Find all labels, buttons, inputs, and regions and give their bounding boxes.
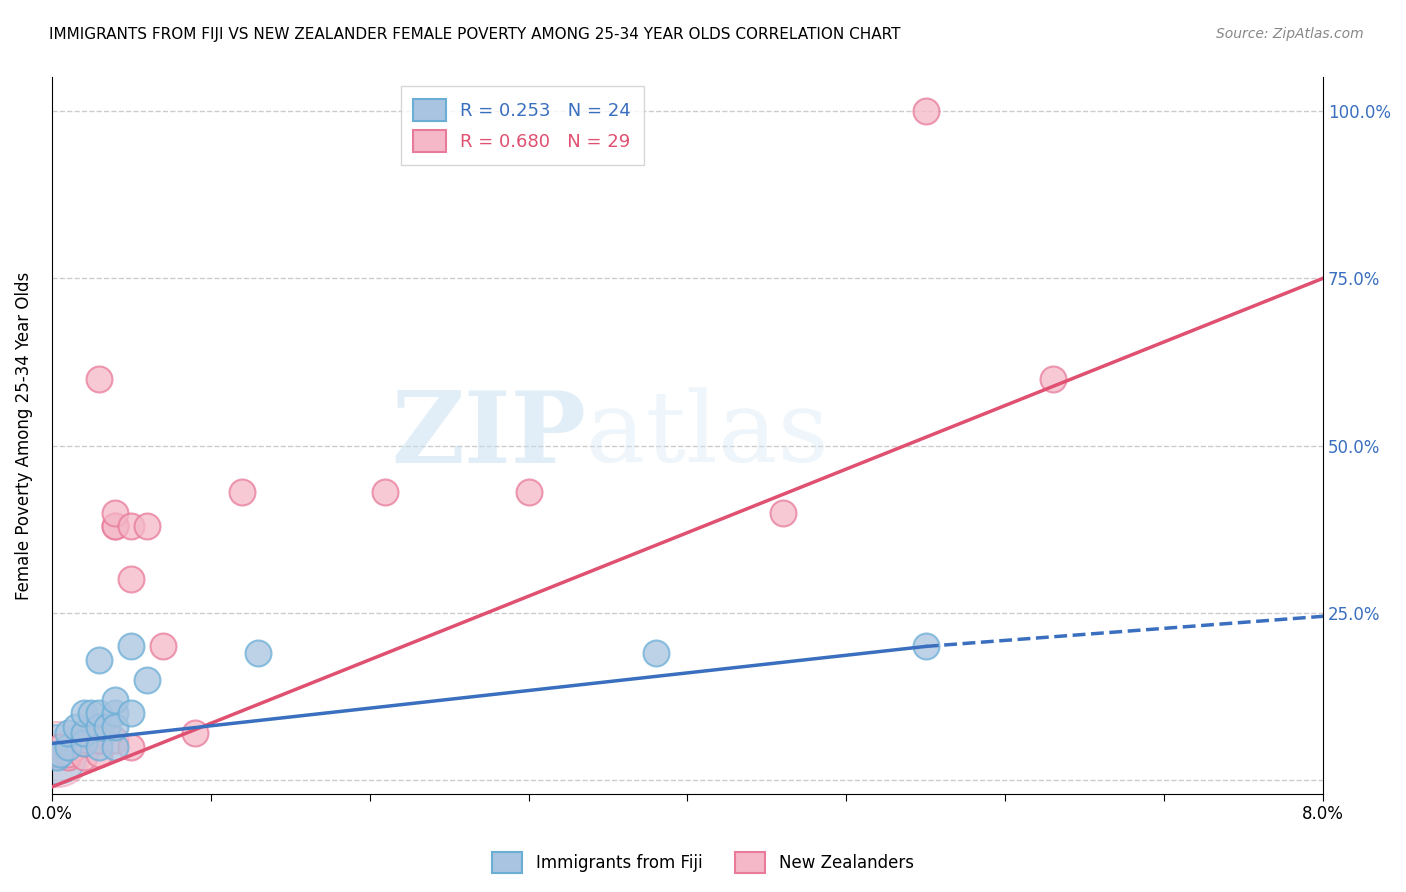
Text: ZIP: ZIP (391, 387, 586, 484)
Point (96, 720, 118, 734)
Point (120, 519, 142, 533)
Legend: R = 0.253   N = 24, R = 0.680   N = 29: R = 0.253 N = 24, R = 0.680 N = 29 (401, 87, 644, 165)
Point (89, 733, 111, 747)
Point (65, 720, 87, 734)
Point (72, 733, 94, 747)
Point (104, 693, 127, 707)
Point (72, 749, 94, 764)
Point (45, 749, 67, 764)
Point (48, 747, 70, 761)
Point (914, 103, 936, 118)
Y-axis label: Female Poverty Among 25-34 Year Olds: Female Poverty Among 25-34 Year Olds (15, 271, 32, 599)
Text: atlas: atlas (586, 388, 828, 483)
Point (89, 733, 111, 747)
Point (72, 736, 94, 750)
Point (56, 739, 79, 754)
Point (89, 720, 111, 734)
Point (45, 747, 67, 761)
Point (104, 720, 127, 734)
Point (89, 739, 111, 754)
Point (89, 372, 111, 386)
Point (80, 706, 103, 721)
Point (56, 726, 79, 740)
Point (772, 506, 794, 520)
Point (104, 733, 127, 747)
Point (120, 739, 142, 754)
Point (1042, 372, 1064, 386)
Point (136, 519, 159, 533)
Point (89, 706, 111, 721)
Point (56, 747, 79, 761)
Point (48, 739, 70, 754)
Point (517, 485, 540, 500)
Point (120, 573, 142, 587)
Point (89, 747, 111, 761)
Point (247, 646, 270, 660)
Point (104, 519, 127, 533)
Point (72, 726, 94, 740)
Point (231, 485, 253, 500)
Legend: Immigrants from Fiji, New Zealanders: Immigrants from Fiji, New Zealanders (485, 846, 921, 880)
Point (120, 706, 142, 721)
Point (45, 747, 67, 761)
Point (89, 653, 111, 667)
Text: Source: ZipAtlas.com: Source: ZipAtlas.com (1216, 27, 1364, 41)
Point (104, 739, 127, 754)
Point (152, 640, 174, 654)
Point (45, 747, 67, 761)
Point (72, 736, 94, 750)
Point (374, 485, 396, 500)
Point (644, 646, 666, 660)
Point (104, 506, 127, 520)
Point (120, 640, 142, 654)
Point (72, 706, 94, 721)
Point (914, 640, 936, 654)
Point (65, 739, 87, 754)
Point (104, 706, 127, 721)
Point (56, 749, 79, 764)
Point (104, 519, 127, 533)
Point (184, 726, 207, 740)
Point (89, 733, 111, 747)
Point (136, 673, 159, 687)
Text: IMMIGRANTS FROM FIJI VS NEW ZEALANDER FEMALE POVERTY AMONG 25-34 YEAR OLDS CORRE: IMMIGRANTS FROM FIJI VS NEW ZEALANDER FE… (49, 27, 901, 42)
